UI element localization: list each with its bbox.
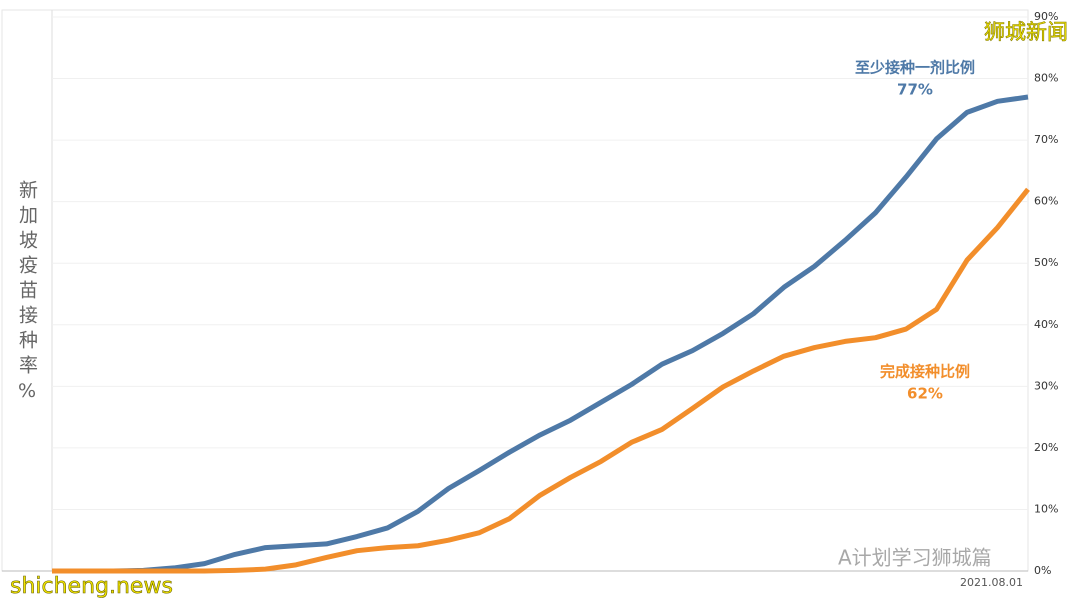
y-axis-label: 新加坡疫苗接种率% [16,180,38,408]
watermark: 狮城新闻 [984,20,1068,44]
y-tick-label: 0% [1034,564,1051,577]
y-tick-label: 30% [1034,379,1058,392]
watermark: shicheng.news [10,574,173,599]
y-tick-label: 20% [1034,441,1058,454]
line-series [52,94,1029,574]
legend-label: 至少接种一剂比例 [855,59,975,77]
y-tick-label: 60% [1034,195,1058,208]
end-value-label: 62% [907,385,943,403]
watermark: A计划学习狮城篇 [838,546,992,570]
y-tick-label: 10% [1034,502,1058,515]
y-tick-label: 90% [1034,10,1058,23]
end-value-label: 77% [897,81,933,99]
y-tick-label: 80% [1034,72,1058,85]
y-tick-label: 70% [1034,133,1058,146]
plot-border [1,9,1029,572]
y-tick-label: 50% [1034,256,1058,269]
line-series [52,187,1030,574]
legend-label: 完成接种比例 [880,363,970,381]
y-tick-label: 40% [1034,318,1058,331]
x-tick-label: 2021.08.01 [960,576,1023,589]
